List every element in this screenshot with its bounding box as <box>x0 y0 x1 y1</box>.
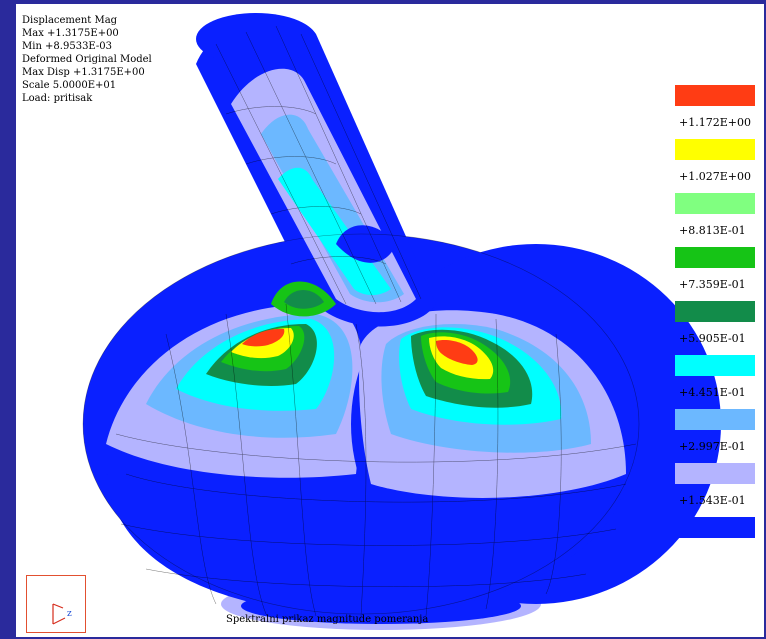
color-legend: +1.172E+00 +1.027E+00 +8.813E-01 +7.359E… <box>675 85 761 538</box>
legend-swatch-3 <box>675 193 755 214</box>
legend-label-4: +7.359E-01 <box>679 278 746 291</box>
legend-swatch-7 <box>675 409 755 430</box>
info-line-max: Max +1.3175E+00 <box>22 28 119 39</box>
legend-swatch-4 <box>675 247 755 268</box>
legend-swatch-9 <box>675 517 755 538</box>
result-info-block: Displacement Mag Max +1.3175E+00 Min +8.… <box>22 14 152 105</box>
legend-label-7: +2.997E-01 <box>679 440 746 453</box>
legend-swatch-1 <box>675 85 755 106</box>
legend-label-1: +1.172E+00 <box>679 116 751 129</box>
legend-label-3: +8.813E-01 <box>679 224 746 237</box>
info-line-load: Load: pritisak <box>22 93 93 104</box>
axis-triad-icon: z <box>52 603 72 625</box>
axis-triad: z <box>26 575 86 633</box>
legend-label-8: +1.543E-01 <box>679 494 746 507</box>
legend-swatch-8 <box>675 463 755 484</box>
legend-label-6: +4.451E-01 <box>679 386 746 399</box>
info-line-model: Deformed Original Model <box>22 54 152 65</box>
info-line-min: Min +8.9533E-03 <box>22 41 113 52</box>
legend-swatch-2 <box>675 139 755 160</box>
info-line-scale: Scale 5.0000E+01 <box>22 80 117 91</box>
axis-z-label: z <box>67 609 72 619</box>
fem-model-render <box>82 13 721 630</box>
legend-label-2: +1.027E+00 <box>679 170 751 183</box>
viewport: Displacement Mag Max +1.3175E+00 Min +8.… <box>16 4 764 637</box>
info-line-title: Displacement Mag <box>22 15 118 26</box>
legend-swatch-5 <box>675 301 755 322</box>
legend-swatch-6 <box>675 355 755 376</box>
info-line-max-disp: Max Disp +1.3175E+00 <box>22 67 145 78</box>
figure-caption: Spektralni prikaz magnitude pomeranja <box>226 614 429 625</box>
legend-label-5: +5.905E-01 <box>679 332 746 345</box>
